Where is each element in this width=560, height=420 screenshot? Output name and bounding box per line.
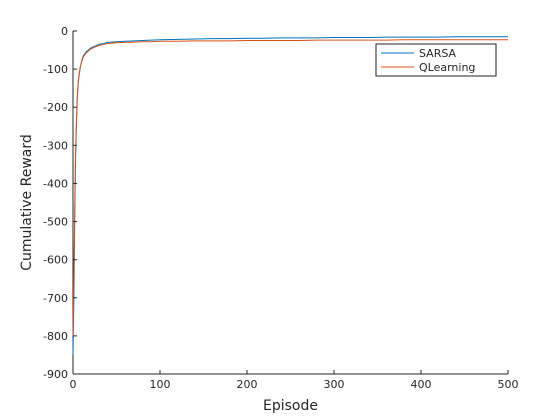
- y-tick-label: -100: [43, 63, 68, 76]
- legend-label: SARSA: [419, 47, 457, 60]
- x-axis-title: Episode: [263, 398, 318, 414]
- x-tick-label: 300: [324, 378, 345, 391]
- x-tick-label: 500: [498, 378, 519, 391]
- y-tick-label: -500: [43, 216, 68, 229]
- y-tick-label: -400: [43, 177, 68, 190]
- y-axis-title: Cumulative Reward: [19, 134, 35, 271]
- x-tick-label: 400: [411, 378, 432, 391]
- y-tick-label: 0: [61, 25, 68, 38]
- y-tick-label: -300: [43, 139, 68, 152]
- plot-area: [73, 31, 508, 374]
- y-tick-label: -900: [43, 368, 68, 381]
- series-line-qlearning: [72, 39, 508, 336]
- legend-label: QLearning: [419, 61, 475, 74]
- y-tick-label: -600: [43, 254, 68, 267]
- series-layer: [72, 36, 508, 355]
- legend-box: [375, 43, 497, 77]
- plot-frame: [72, 31, 508, 375]
- x-tick-label: 200: [237, 378, 258, 391]
- y-tick-label: -800: [43, 330, 68, 343]
- y-tick-label: -700: [43, 292, 68, 305]
- x-tick-label: 100: [150, 378, 171, 391]
- y-tick-label: -200: [43, 101, 68, 114]
- y-axis-ticks: 0 -100 -200 -300 -400 -500 -600 -700 -800 -900: [43, 25, 77, 381]
- x-tick-label: 0: [70, 378, 77, 391]
- x-axis-ticks: 0 100 200 300 400 500: [70, 370, 519, 391]
